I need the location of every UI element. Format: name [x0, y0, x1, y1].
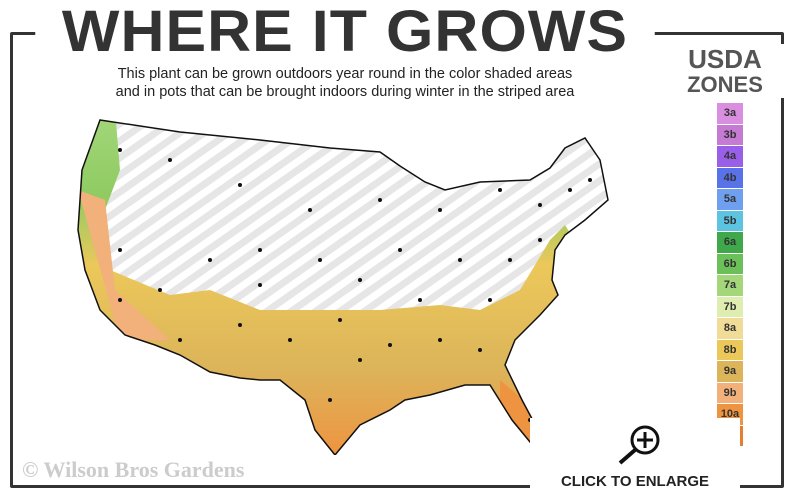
city-dot: [508, 258, 512, 262]
city-dot: [238, 323, 242, 327]
city-dot: [118, 248, 122, 252]
city-dot: [308, 208, 312, 212]
city-dot: [328, 398, 332, 402]
city-dot: [438, 338, 442, 342]
zone-swatch-6b: 6b: [717, 253, 743, 275]
zoom-in-magnifier-icon: [618, 425, 660, 465]
city-dot: [288, 338, 292, 342]
page-title: WHERE IT GROWS: [35, 0, 655, 64]
city-dot: [358, 358, 362, 362]
city-dot: [238, 183, 242, 187]
zone-swatch-7b: 7b: [717, 296, 743, 318]
zone-swatch-7a: 7a: [717, 275, 743, 297]
zone-swatch-3a: 3a: [717, 103, 743, 125]
copyright-watermark: © Wilson Bros Gardens: [22, 457, 245, 482]
zone-swatch-4a: 4a: [717, 146, 743, 168]
zone-swatch-4b: 4b: [717, 167, 743, 189]
city-dot: [498, 188, 502, 192]
city-dot: [358, 278, 362, 282]
zone-swatch-8b: 8b: [717, 339, 743, 361]
city-dot: [118, 148, 122, 152]
subtitle-line-2: and in pots that can be brought indoors …: [115, 84, 575, 100]
zone-swatch-9a: 9a: [717, 361, 743, 383]
zone-swatch-5b: 5b: [717, 210, 743, 232]
city-dot: [588, 178, 592, 182]
us-zone-map[interactable]: [60, 110, 630, 455]
city-dot: [338, 318, 342, 322]
city-dot: [488, 298, 492, 302]
city-dot: [478, 348, 482, 352]
city-dot: [118, 298, 122, 302]
click-to-enlarge-button[interactable]: CLICK TO ENLARGE: [530, 418, 740, 498]
city-dot: [258, 248, 262, 252]
city-dot: [258, 283, 262, 287]
legend-title-usda: USDA: [660, 44, 790, 75]
city-dot: [378, 198, 382, 202]
zone-legend: 3a3b4a4b5a5b6a6b7a7b8a8b9a9b10a10b: [717, 103, 743, 447]
city-markers: [118, 148, 592, 422]
zone-swatch-8a: 8a: [717, 318, 743, 340]
city-dot: [538, 238, 542, 242]
city-dot: [438, 208, 442, 212]
city-dot: [158, 288, 162, 292]
city-dot: [568, 188, 572, 192]
city-dot: [318, 258, 322, 262]
city-dot: [398, 248, 402, 252]
zone-swatch-5a: 5a: [717, 189, 743, 211]
click-to-enlarge-label: CLICK TO ENLARGE: [560, 473, 710, 490]
city-dot: [388, 343, 392, 347]
city-dot: [458, 258, 462, 262]
city-dot: [178, 338, 182, 342]
california-zone-area: [78, 190, 170, 340]
zone-swatch-6a: 6a: [717, 232, 743, 254]
city-dot: [538, 203, 542, 207]
subtitle-line-1: This plant can be grown outdoors year ro…: [117, 66, 573, 82]
zone-swatch-9b: 9b: [717, 382, 743, 404]
zone-swatch-3b: 3b: [717, 124, 743, 146]
legend-title-zones: ZONES: [660, 72, 790, 98]
city-dot: [168, 158, 172, 162]
city-dot: [208, 258, 212, 262]
city-dot: [418, 298, 422, 302]
